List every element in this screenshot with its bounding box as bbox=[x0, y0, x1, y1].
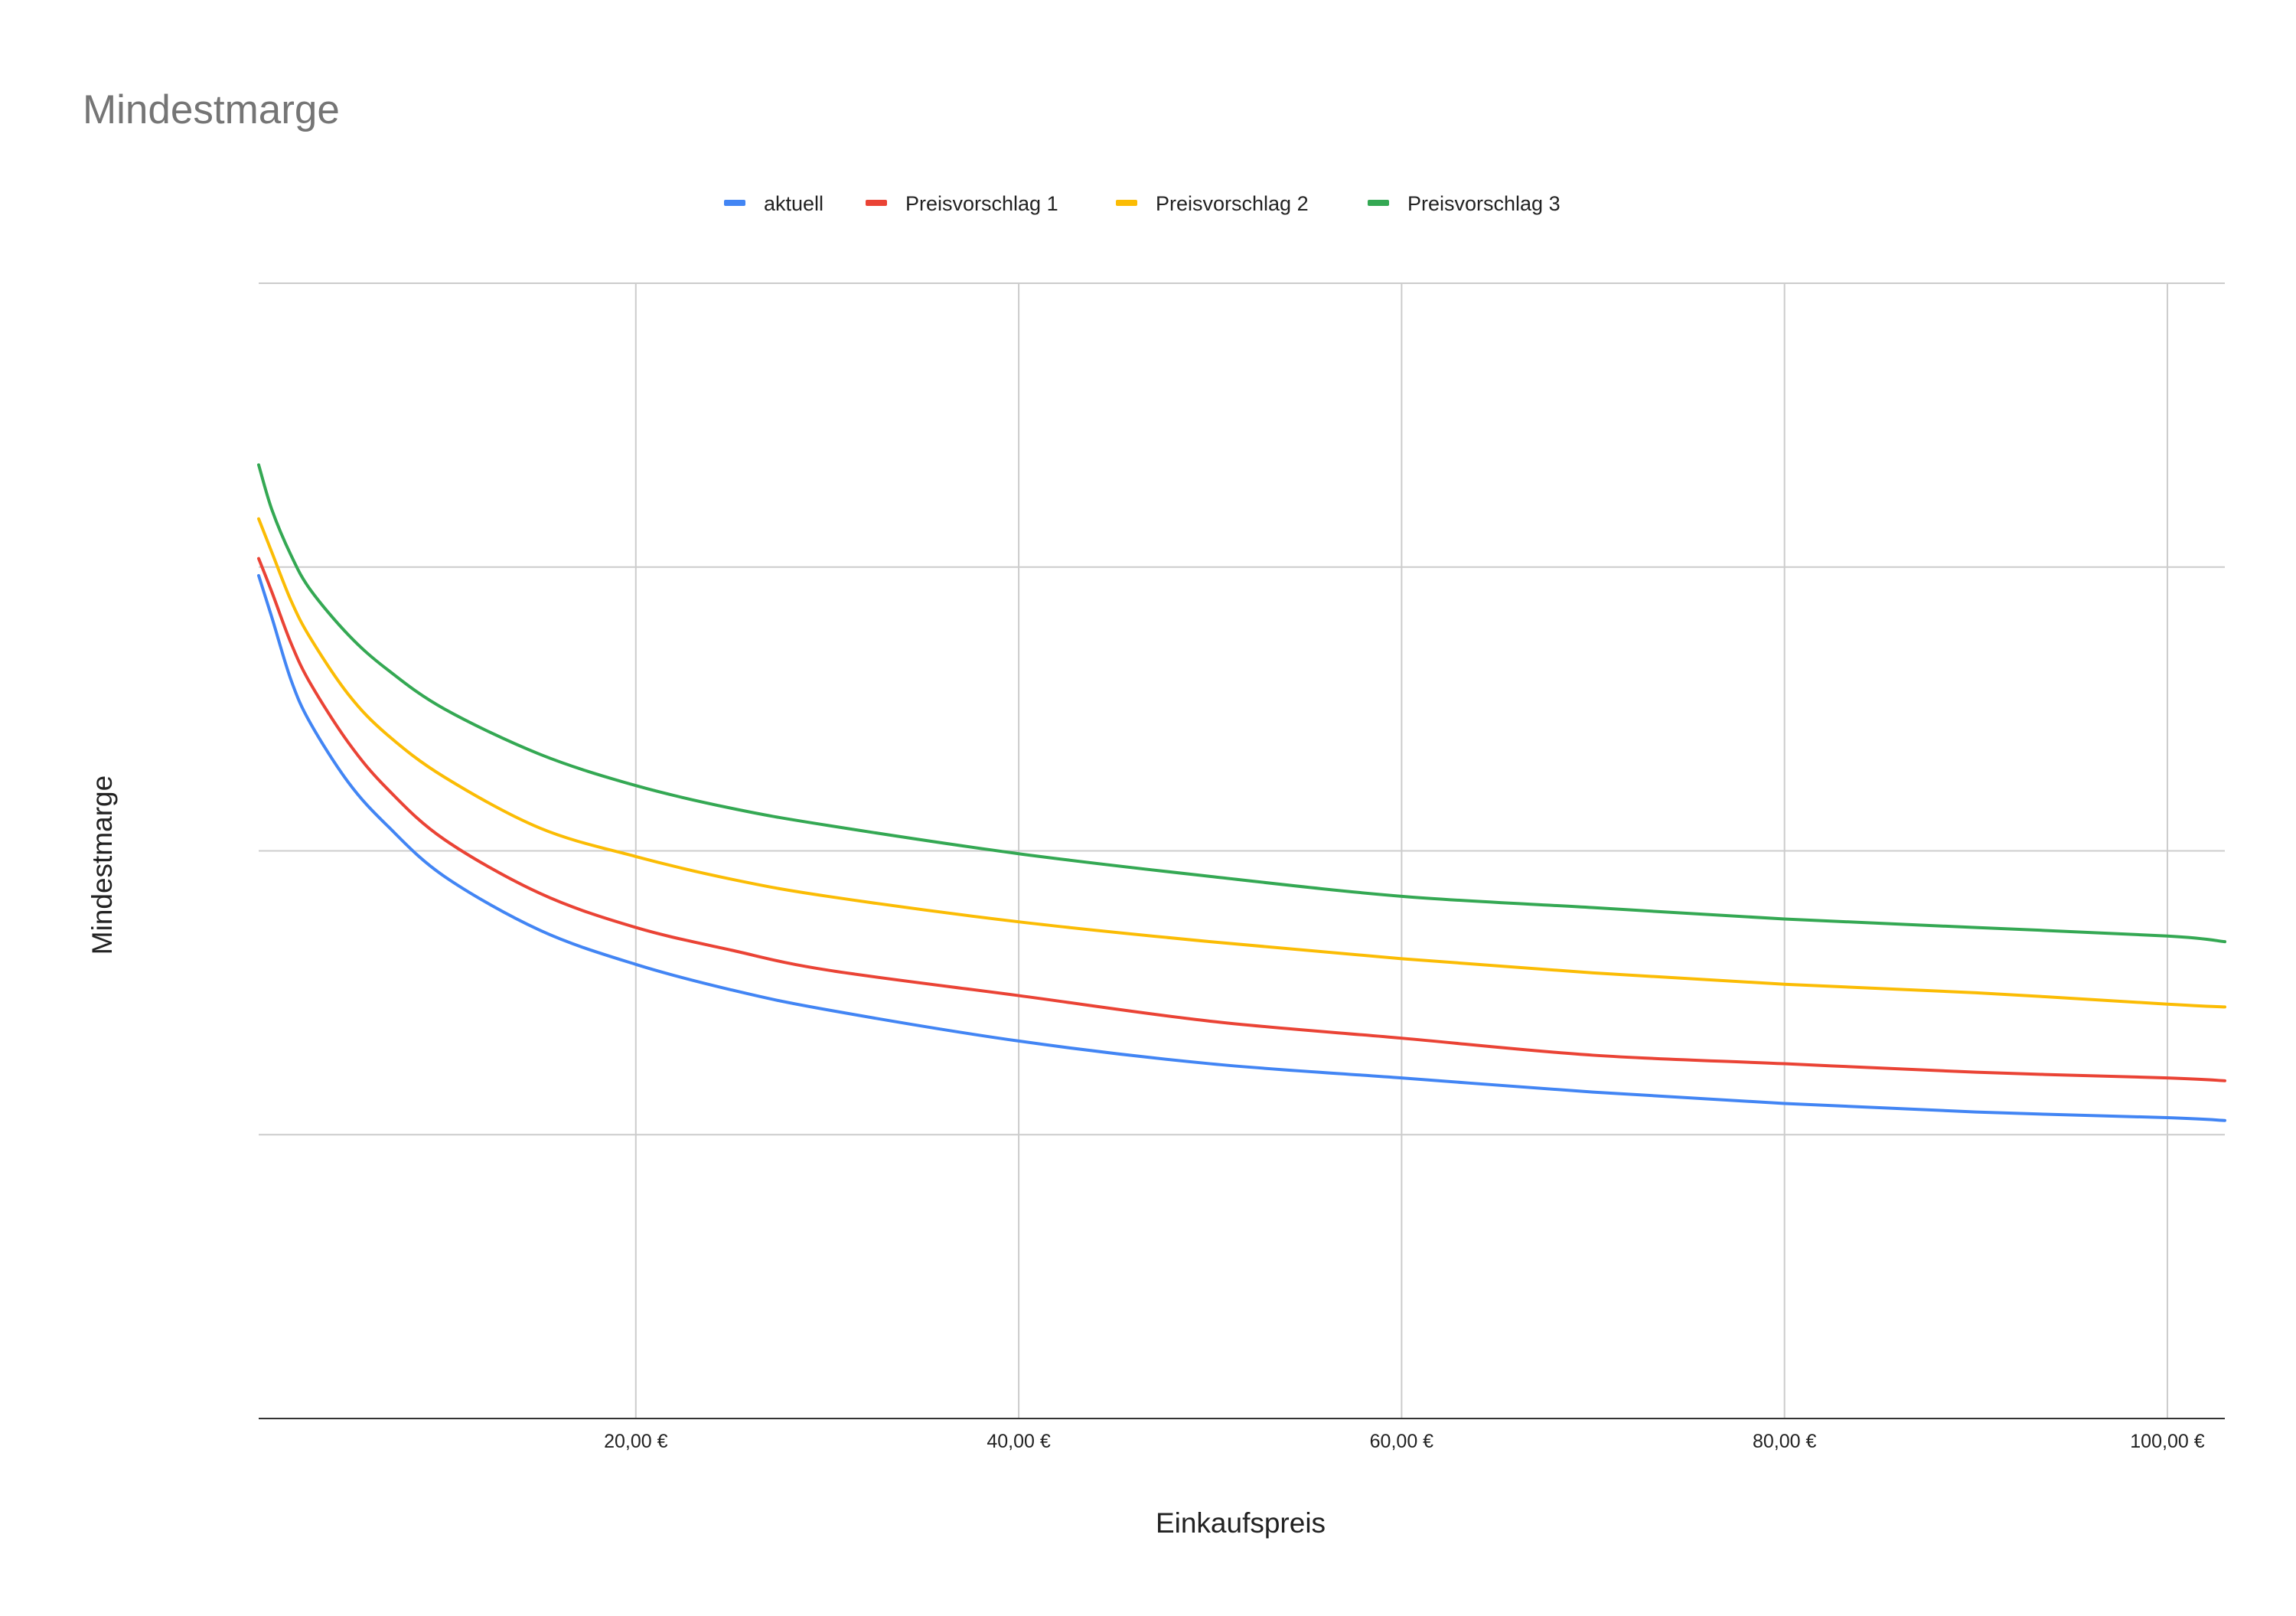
series-line-aktuell bbox=[257, 573, 2226, 1122]
x-tick-label: 60,00 € bbox=[1370, 1431, 1434, 1452]
legend-label: Preisvorschlag 3 bbox=[1407, 192, 1561, 215]
legend-label: Preisvorschlag 2 bbox=[1156, 192, 1309, 215]
series-lines bbox=[257, 463, 2226, 1122]
gridlines bbox=[259, 282, 2225, 1419]
series-line-preisvorschlag-2 bbox=[257, 517, 2226, 1009]
x-tick-label: 80,00 € bbox=[1753, 1431, 1817, 1452]
legend-swatch bbox=[724, 200, 745, 206]
series-line-preisvorschlag-1 bbox=[257, 557, 2226, 1082]
x-axis-title: Einkaufspreis bbox=[1156, 1507, 1326, 1539]
legend-swatch bbox=[866, 200, 887, 206]
legend-item-aktuell[interactable]: aktuell bbox=[724, 192, 823, 215]
legend-label: Preisvorschlag 1 bbox=[905, 192, 1058, 215]
legend-item-preisvorschlag-3[interactable]: Preisvorschlag 3 bbox=[1368, 192, 1561, 215]
series-line-preisvorschlag-3 bbox=[257, 463, 2226, 944]
chart-title: Mindestmarge bbox=[83, 87, 340, 132]
legend-item-preisvorschlag-2[interactable]: Preisvorschlag 2 bbox=[1116, 192, 1309, 215]
x-axis-ticks: 20,00 € 40,00 € 60,00 € 80,00 € 100,00 € bbox=[604, 1431, 2205, 1452]
legend-item-preisvorschlag-1[interactable]: Preisvorschlag 1 bbox=[866, 192, 1058, 215]
legend-swatch bbox=[1116, 200, 1137, 206]
y-axis-title: Mindestmarge bbox=[86, 775, 118, 955]
legend: aktuell Preisvorschlag 1 Preisvorschlag 2 P… bbox=[724, 192, 1561, 215]
legend-label: aktuell bbox=[764, 192, 823, 215]
x-tick-label: 100,00 € bbox=[2130, 1431, 2204, 1452]
x-tick-label: 40,00 € bbox=[987, 1431, 1051, 1452]
legend-swatch bbox=[1368, 200, 1389, 206]
x-tick-label: 20,00 € bbox=[604, 1431, 668, 1452]
